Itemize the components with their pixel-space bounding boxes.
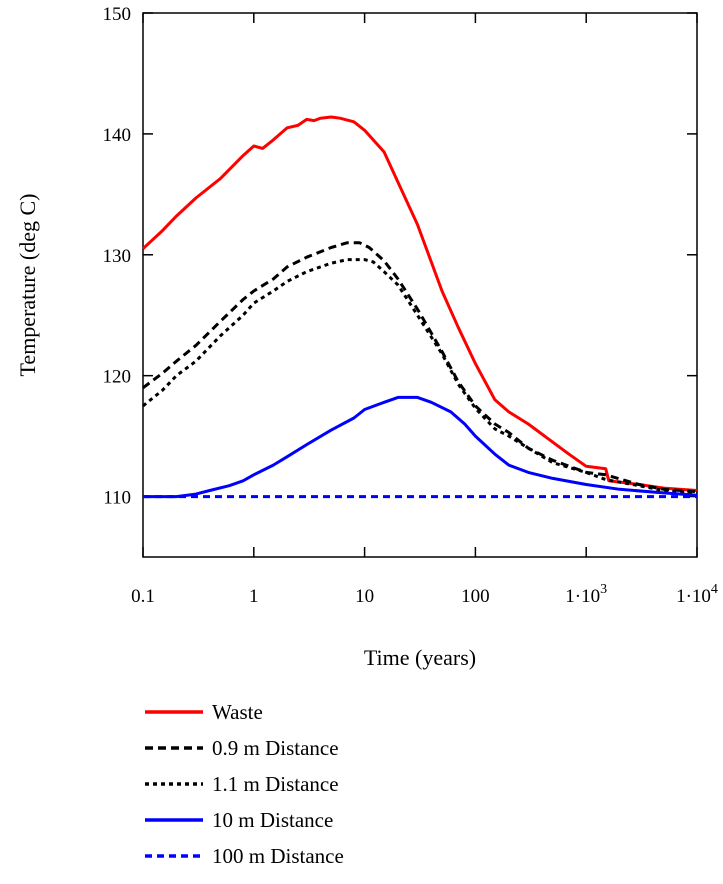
series-layer: [141, 115, 698, 499]
x-axis-label: Time (years): [364, 645, 476, 670]
x-tick-label: 1·104: [676, 582, 718, 607]
x-tick-labels: 0.1 1 10 100 1·103 1·104: [131, 582, 718, 607]
y-tick-label: 120: [103, 367, 132, 388]
y-tick-label: 110: [103, 488, 131, 509]
y-axis-label: Temperature (deg C): [15, 194, 40, 377]
y-tick-labels: 110 120 130 140 150: [103, 4, 132, 509]
y-tick-label: 130: [103, 246, 132, 267]
plot-frame: [142, 12, 698, 558]
series-line-2: [142, 241, 698, 494]
x-tick-label: 1: [249, 586, 259, 607]
tick-marks: [142, 12, 698, 557]
series-line-4: [143, 395, 698, 499]
legend-label: 1.1 m Distance: [212, 772, 339, 796]
legend-label: 10 m Distance: [212, 808, 333, 832]
legend-label: Waste: [212, 700, 263, 724]
x-tick-label: 10: [355, 586, 374, 607]
x-tick-label: 0.1: [131, 586, 155, 607]
series-line-1: [141, 115, 698, 492]
legend: Waste 0.9 m Distance 1.1 m Distance 10 m Di…: [145, 700, 344, 868]
legend-label: 100 m Distance: [212, 844, 344, 868]
legend-label: 0.9 m Distance: [212, 736, 339, 760]
x-tick-label: 1·103: [565, 582, 607, 607]
x-tick-label: 100: [461, 586, 490, 607]
y-tick-label: 150: [103, 4, 132, 25]
series-line-3: [142, 258, 698, 495]
y-tick-label: 140: [103, 125, 132, 146]
